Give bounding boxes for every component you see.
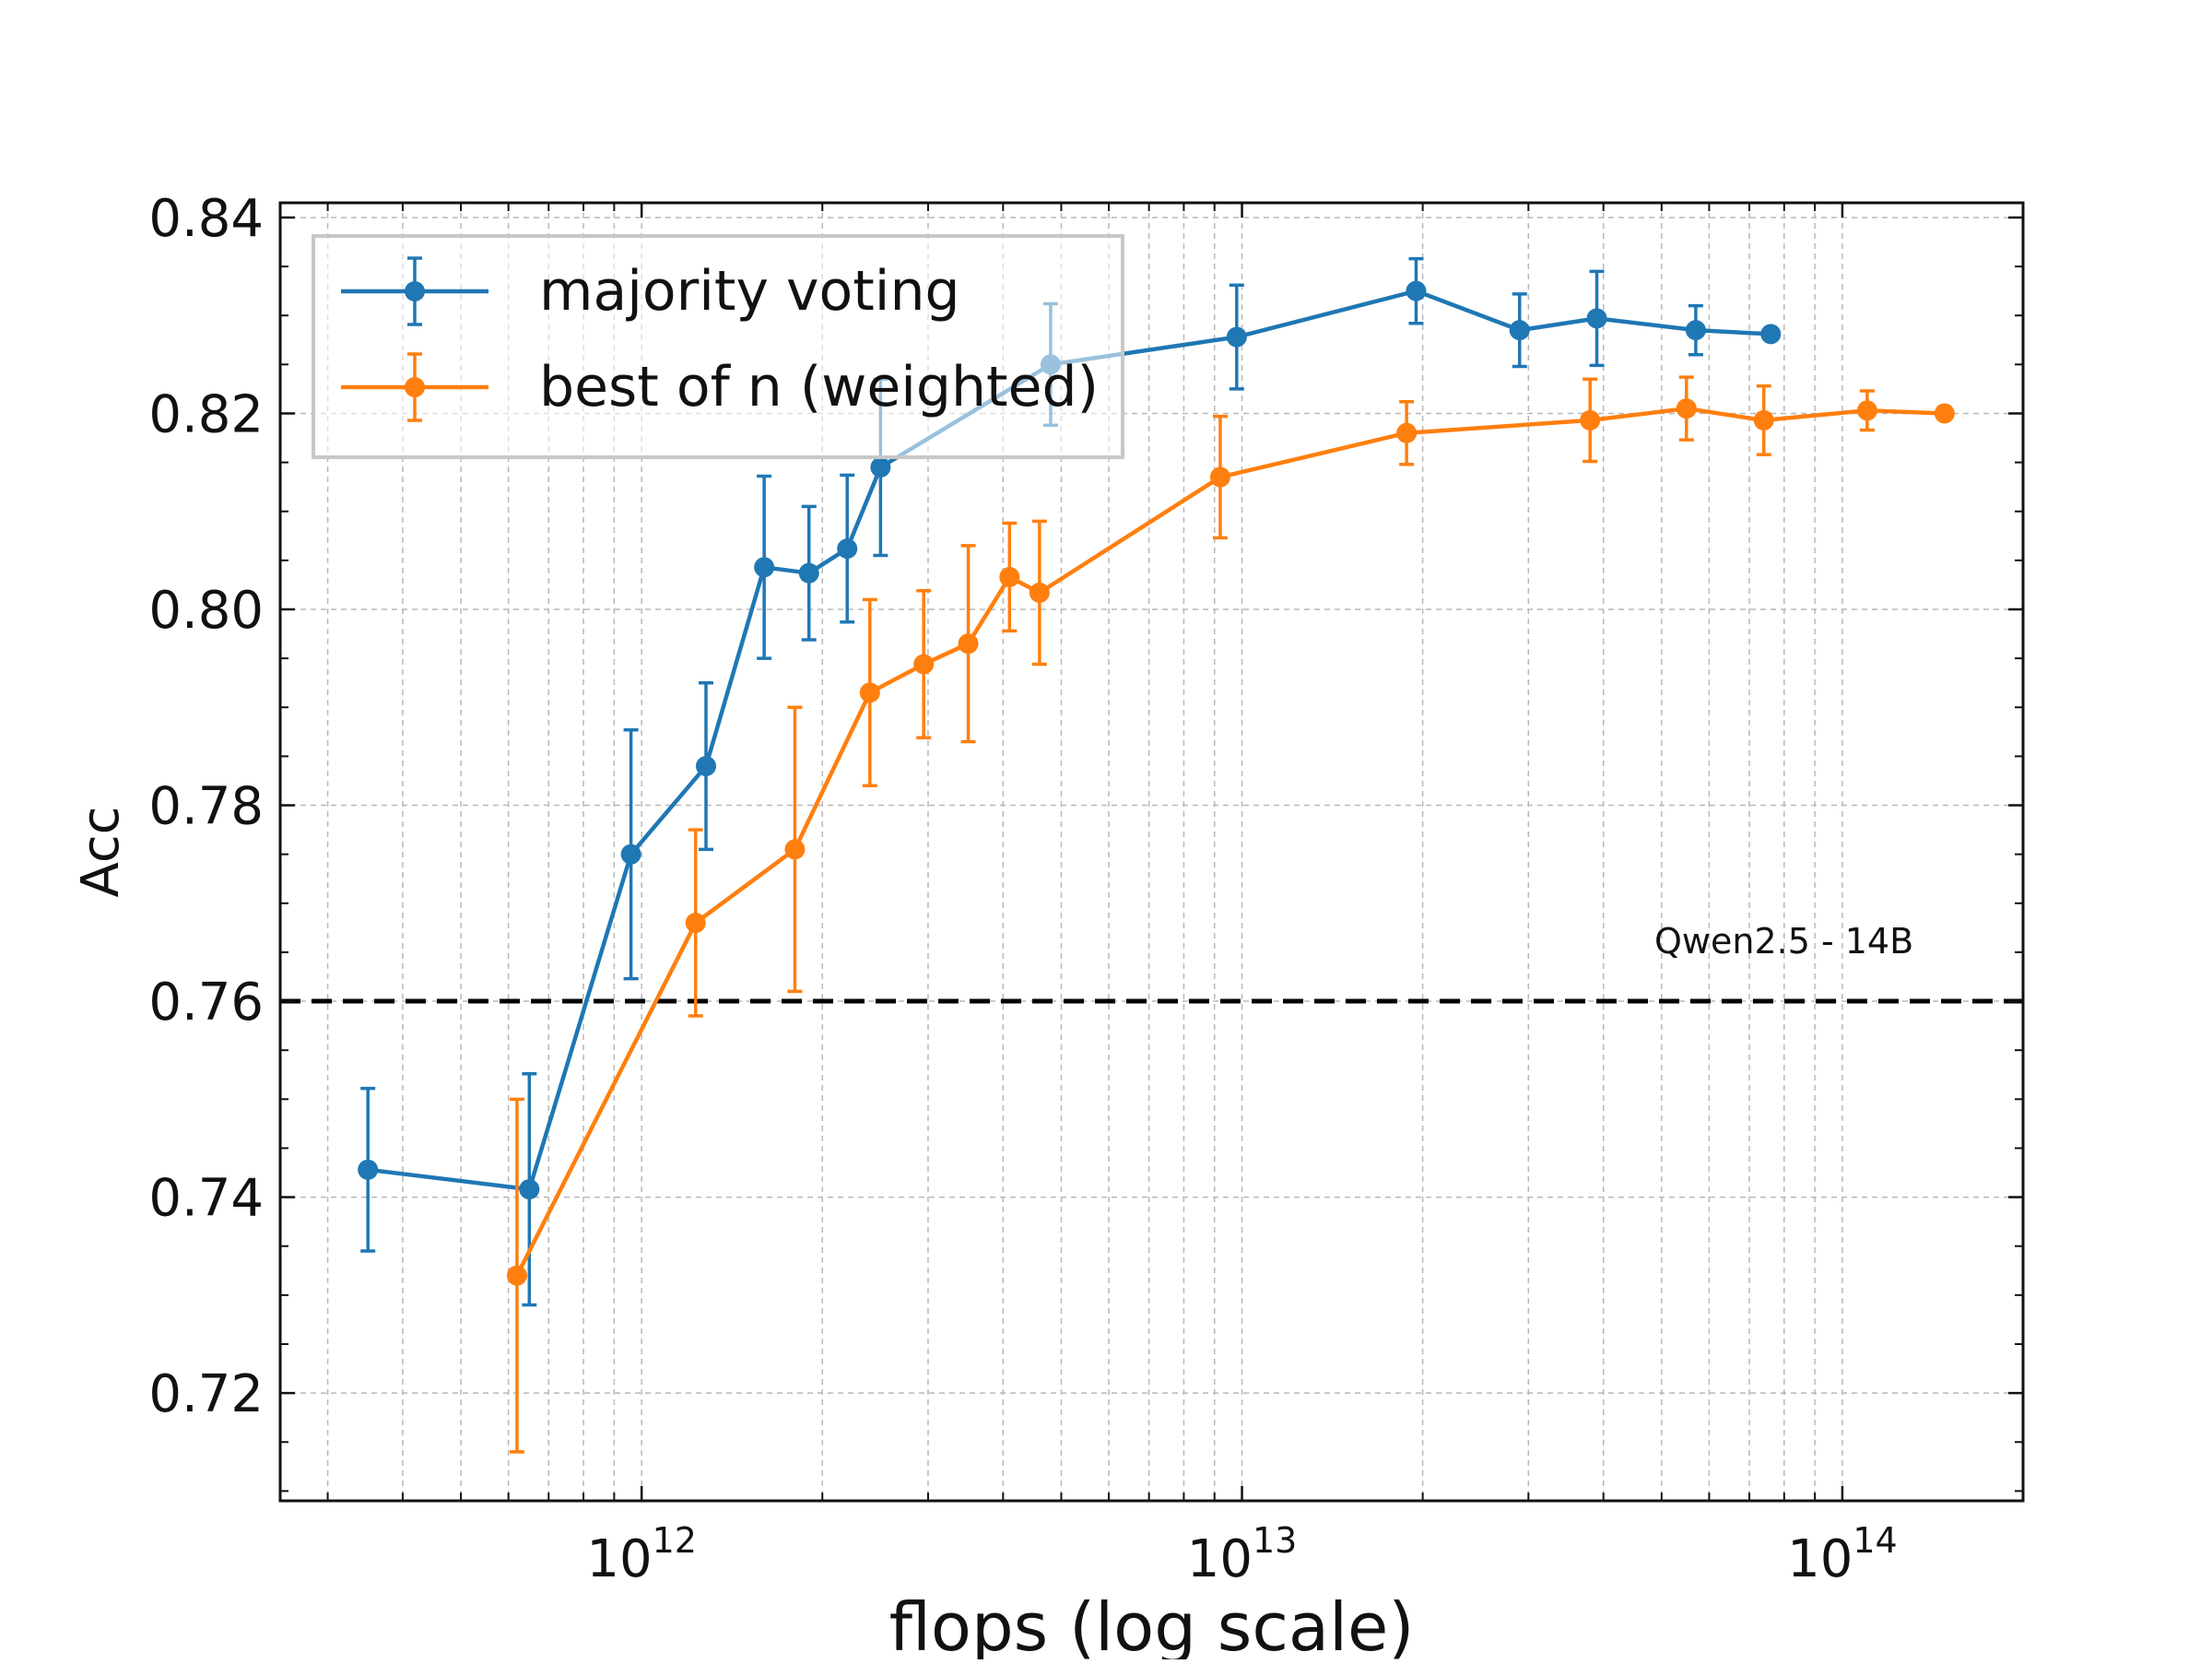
series-group [358, 256, 1782, 1307]
data-point [1226, 326, 1247, 348]
data-point [1396, 422, 1418, 443]
data-point [1209, 466, 1230, 488]
plot-frame [278, 201, 2025, 1503]
y-tick-label: 0.76 [148, 973, 264, 1033]
data-point [859, 682, 880, 703]
data-point [1509, 320, 1530, 341]
data-point [913, 654, 935, 675]
series-layer [358, 256, 1955, 1454]
data-point [620, 844, 641, 865]
data-point [754, 557, 775, 578]
y-tick-label: 0.74 [148, 1169, 264, 1229]
data-point [784, 839, 806, 860]
axis-ticks: 1012 1013 1014 0.72 0.74 0.76 0.78 0.80 0.82 0.84 [148, 189, 2023, 1589]
data-point [999, 566, 1020, 587]
legend-marker [405, 377, 425, 397]
data-point [837, 538, 858, 560]
legend: majority voting best of n (weighted) [312, 234, 1124, 459]
data-point [1934, 403, 1955, 424]
legend-label: best of n (weighted) [539, 355, 1099, 419]
x-axis-label: flops (log scale) [889, 1588, 1415, 1659]
legend-label: majority voting [539, 259, 960, 324]
y-tick-label: 0.82 [148, 384, 264, 444]
y-axis-label: Acc [71, 807, 131, 898]
data-point [358, 1159, 379, 1180]
reference-line-label: Qwen2.5 - 14B [1654, 921, 1913, 962]
data-point [1029, 582, 1050, 603]
data-point [519, 1179, 540, 1200]
data-point [1676, 398, 1697, 419]
data-point [1856, 400, 1877, 421]
y-tick-label: 0.80 [148, 581, 264, 641]
x-tick-label: 1014 [1787, 1520, 1898, 1589]
data-point [1580, 409, 1601, 431]
x-tick-label: 1012 [586, 1520, 697, 1589]
reference-line-layer: Qwen2.5 - 14B [280, 921, 2023, 1004]
y-tick-label: 0.78 [148, 777, 264, 837]
legend-marker [405, 281, 425, 301]
data-point [1753, 409, 1774, 431]
series-group [506, 375, 1955, 1454]
data-point [1685, 320, 1706, 341]
y-tick-label: 0.72 [148, 1364, 264, 1424]
x-tick-label: 1013 [1187, 1520, 1298, 1589]
data-point [958, 633, 979, 655]
data-point [696, 756, 717, 777]
data-point [1406, 280, 1427, 301]
data-point [798, 562, 819, 584]
data-point [870, 456, 891, 478]
data-point [1760, 324, 1782, 345]
series-line [514, 406, 1945, 1277]
y-tick-label: 0.84 [148, 189, 264, 249]
data-point [506, 1265, 527, 1286]
data-point [685, 913, 706, 934]
data-point [1586, 308, 1607, 329]
legend-box [312, 234, 1124, 459]
